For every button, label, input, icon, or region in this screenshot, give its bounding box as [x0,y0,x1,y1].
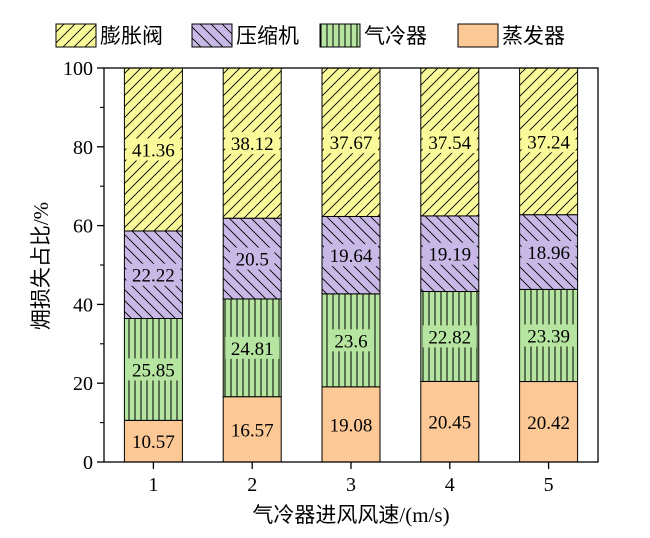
data-label: 19.64 [330,246,373,267]
legend-swatch-3 [319,23,361,48]
data-label: 37.54 [428,133,471,154]
y-tick-label: 80 [73,137,93,159]
data-labels: 10.57 25.85 22.22 41.36 16.57 24.81 20.5 38.12 1… [126,130,576,453]
legend-swatch-1 [55,23,97,48]
x-axis-title: 气冷器进风风速/(m/s) [252,503,449,527]
x-tick-label: 1 [148,474,158,496]
data-label: 10.57 [132,432,175,453]
data-label-bg [126,358,181,381]
data-label-bg [422,410,477,433]
data-label-bg [324,244,378,267]
data-label: 19.08 [330,415,373,436]
data-label: 22.82 [428,327,471,348]
data-label-bg [225,336,280,359]
y-tick-label: 20 [73,373,93,395]
data-label-bg [230,247,275,270]
data-label-bg [126,138,181,161]
data-label: 24.81 [231,339,274,360]
legend-label-1: 膨胀阀 [100,24,163,48]
data-label-bg [126,263,181,286]
data-label: 23.39 [527,326,570,347]
y-tick-label: 60 [73,216,93,238]
legend: 膨胀阀 压缩机 气冷器 蒸发器 [55,23,565,48]
x-tick-label: 5 [544,474,554,496]
x-tick-label: 4 [445,474,455,496]
y-tick-label: 100 [63,58,93,80]
data-label-bg [521,241,576,264]
data-label: 25.85 [132,360,175,381]
data-label: 16.57 [231,420,274,441]
legend-swatch-2 [191,23,233,48]
x-tick-label: 2 [247,474,257,496]
y-tick-label: 0 [83,452,93,474]
legend-swatch-4 [457,23,499,48]
data-label-bg [225,132,280,155]
data-label-bg [324,131,378,154]
data-label: 20.5 [236,250,269,271]
data-label: 23.6 [334,331,367,352]
data-label: 20.45 [428,413,471,434]
data-label: 20.42 [527,413,570,434]
legend-label-2: 压缩机 [236,24,299,48]
data-label-bg [328,329,374,352]
data-label-bg [225,418,280,441]
legend-label-3: 气冷器 [364,24,427,48]
data-label-bg [521,410,576,433]
data-label: 18.96 [527,243,570,264]
axes: 0 20 40 60 80 100 1 2 3 4 5 [63,58,599,496]
data-label: 22.22 [132,266,175,287]
data-label-bg [422,130,477,153]
data-label-bg [126,430,181,453]
data-label: 19.19 [428,245,471,266]
x-tick-label: 3 [346,474,356,496]
y-axis-title: 㶲损失占比/% [29,202,53,330]
data-label-bg [521,130,576,153]
data-label: 37.67 [330,133,373,154]
data-label: 37.24 [527,132,570,153]
data-label-bg [324,413,378,436]
data-label: 41.36 [132,140,175,161]
data-label-bg [521,324,576,347]
y-tick-label: 40 [73,294,93,316]
data-label: 38.12 [231,134,274,155]
data-label-bg [422,325,477,348]
data-label-bg [422,242,477,265]
legend-label-4: 蒸发器 [502,24,565,48]
